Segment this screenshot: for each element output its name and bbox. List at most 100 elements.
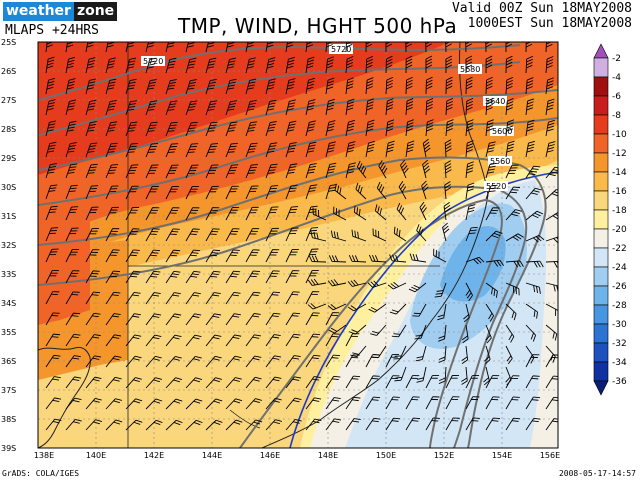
wind-barb <box>65 418 82 431</box>
wind-barb <box>525 187 542 200</box>
wind-barb <box>408 282 427 293</box>
wind-barb <box>305 99 316 116</box>
wind-barb <box>245 121 258 137</box>
wind-barb <box>205 143 219 158</box>
wind-barb <box>265 249 280 263</box>
wind-barb <box>438 345 447 363</box>
wind-barb <box>185 292 201 305</box>
wind-barb <box>145 334 162 347</box>
lon-label: 152E <box>434 451 454 460</box>
wind-barb <box>330 230 347 242</box>
wind-barb <box>145 270 161 284</box>
legend-swatch <box>593 304 609 325</box>
wind-barb <box>245 419 263 431</box>
wind-barb <box>85 312 101 326</box>
wind-barb <box>483 366 490 386</box>
wind-barb <box>465 55 473 74</box>
wind-barb <box>85 291 101 305</box>
wind-barb <box>285 418 302 431</box>
wind-barb <box>425 76 433 95</box>
wind-barb <box>385 354 400 368</box>
wind-barb <box>545 166 558 179</box>
wind-barb <box>438 324 447 342</box>
legend-swatch <box>593 323 609 344</box>
wind-barb <box>347 303 367 312</box>
wind-barb <box>305 418 322 431</box>
wind-barb <box>165 419 183 431</box>
wind-barb <box>405 98 414 116</box>
wind-barb <box>545 56 554 74</box>
wind-barb <box>265 99 277 116</box>
wind-barb <box>445 97 454 116</box>
wind-barb <box>105 313 121 326</box>
lat-label: 33S <box>1 270 16 279</box>
map-frame <box>37 41 559 449</box>
wind-barb <box>125 419 143 431</box>
wind-barb <box>325 397 341 410</box>
wind-barb <box>425 119 434 137</box>
wind-barb <box>45 205 58 221</box>
wind-barb <box>465 76 473 95</box>
wind-barb <box>105 121 118 137</box>
wind-barb <box>312 207 327 221</box>
wind-barb <box>165 42 175 53</box>
wind-barb <box>265 185 279 200</box>
wind-barb <box>345 42 353 53</box>
wind-barb <box>485 98 494 116</box>
wind-barb <box>245 78 257 95</box>
wind-barb <box>376 181 387 200</box>
wind-barb <box>85 419 103 431</box>
wind-barb <box>405 76 413 95</box>
wind-barb <box>105 291 121 305</box>
wind-barb <box>185 57 197 74</box>
wind-barb <box>225 78 237 95</box>
wind-barb <box>245 185 259 200</box>
wind-barb <box>525 303 538 319</box>
wind-barb <box>265 121 277 137</box>
lat-label: 25S <box>1 38 16 47</box>
wind-barb <box>205 100 218 116</box>
wind-barb <box>465 204 476 221</box>
wind-barb <box>145 143 159 158</box>
wind-barb <box>85 121 97 137</box>
wind-barb <box>105 419 123 431</box>
wind-barb <box>445 417 460 431</box>
wind-barb <box>545 375 558 389</box>
wind-barb <box>378 160 388 179</box>
legend-swatch <box>593 228 609 249</box>
wind-barb <box>461 366 468 385</box>
wind-barb <box>485 230 503 242</box>
wind-barb <box>125 42 135 53</box>
wind-barb <box>145 79 157 95</box>
wind-barb <box>165 121 178 137</box>
wind-barb <box>409 253 427 263</box>
wind-barb <box>445 396 460 410</box>
wind-barb <box>125 228 140 242</box>
wind-barb <box>365 140 376 158</box>
wind-barb <box>245 249 260 263</box>
wind-barb <box>305 227 319 242</box>
wind-barb <box>65 270 80 284</box>
lon-label: 142E <box>144 451 164 460</box>
legend-swatch <box>593 247 609 268</box>
wind-barb <box>393 345 407 360</box>
wind-barb <box>365 77 374 95</box>
wind-barb <box>245 57 256 74</box>
wind-barb <box>65 142 77 158</box>
wind-barb <box>165 57 177 74</box>
wind-barb <box>307 278 327 286</box>
wind-barb <box>45 248 59 263</box>
wind-barb <box>185 42 195 53</box>
wind-barb <box>389 254 407 263</box>
legend-label: -4 <box>612 73 621 83</box>
wind-barb <box>437 303 447 321</box>
wind-barb <box>425 97 434 116</box>
wind-barb <box>365 98 375 116</box>
wind-barb <box>305 56 315 74</box>
wind-barb <box>225 313 241 326</box>
wind-barb <box>205 313 222 326</box>
wind-barb <box>345 98 355 116</box>
wind-barb <box>245 142 258 158</box>
legend-swatch <box>593 342 609 363</box>
wind-barb <box>105 78 117 95</box>
